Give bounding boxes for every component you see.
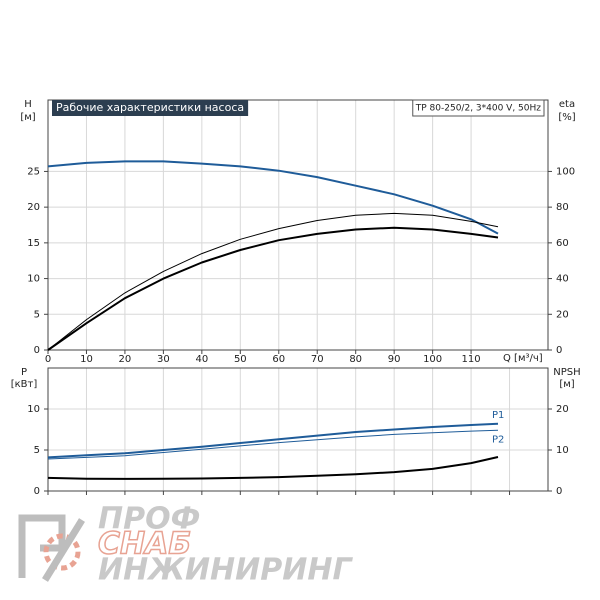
y2-label: NPSH	[553, 367, 580, 378]
y-tick-label: 0	[34, 345, 40, 356]
y2-tick-label: 10	[556, 445, 569, 456]
y-unit: [м]	[20, 112, 35, 123]
y2-tick-label: 100	[556, 166, 575, 177]
series-line	[47, 212, 499, 351]
y2-tick-label: 80	[556, 202, 569, 213]
x-tick-label: 10	[80, 354, 93, 365]
plot-frame	[47, 367, 549, 492]
chart-subtitle: TP 80-250/2, 3*400 V, 50Hz	[415, 104, 542, 114]
y-label: P	[21, 367, 27, 378]
y2-label: eta	[559, 99, 575, 110]
x-tick-label: 40	[195, 354, 208, 365]
x-tick-label: 50	[234, 354, 247, 365]
logo-gear	[43, 533, 81, 571]
y-unit: [кВт]	[11, 379, 38, 390]
y2-tick-label: 20	[556, 404, 569, 415]
title-box	[52, 100, 249, 116]
x-tick-label: 20	[119, 354, 132, 365]
watermark-text: ПРОФ	[98, 502, 200, 537]
y2-tick-label: 20	[556, 309, 569, 320]
series-line	[47, 429, 499, 460]
series-label: P1	[492, 410, 504, 421]
plot-frame	[47, 99, 549, 351]
y-tick-label: 0	[34, 486, 40, 497]
y2-unit: [%]	[558, 112, 575, 123]
y-tick-label: 5	[34, 309, 40, 320]
series-line	[47, 456, 499, 480]
watermark-text: СНАБ	[98, 527, 191, 562]
y2-tick-label: 0	[556, 486, 562, 497]
x-tick-label: 70	[311, 354, 324, 365]
chart-title: Рабочие характеристики насоса	[56, 101, 244, 114]
series-line	[47, 160, 499, 235]
x-tick-label: 80	[349, 354, 362, 365]
series-line	[47, 226, 499, 351]
x-tick-label: 60	[272, 354, 285, 365]
series-label: P2	[492, 434, 504, 445]
y2-tick-label: 60	[556, 238, 569, 249]
logo-shape	[42, 518, 85, 582]
y-tick-label: 10	[27, 404, 40, 415]
x-tick-label: 110	[462, 354, 481, 365]
x-tick-label: 0	[45, 354, 51, 365]
x-tick-label: 90	[388, 354, 401, 365]
logo	[18, 514, 85, 582]
y-tick-label: 5	[34, 445, 40, 456]
y-tick-label: 15	[27, 238, 40, 249]
y-tick-label: 10	[27, 274, 40, 285]
series-line	[47, 422, 499, 459]
y-tick-label: 25	[27, 166, 40, 177]
y-tick-label: 20	[27, 202, 40, 213]
y2-tick-label: 40	[556, 274, 569, 285]
x-tick-label: 30	[157, 354, 170, 365]
x-tick-label: 100	[423, 354, 442, 365]
y2-unit: [м]	[559, 379, 574, 390]
x-label: Q [м³/ч]	[503, 353, 543, 364]
y2-tick-label: 0	[556, 345, 562, 356]
y-label: H	[24, 99, 32, 110]
watermark-text: ИНЖИНИРИНГ	[98, 553, 353, 588]
subtitle-box	[412, 99, 545, 117]
logo-shape	[18, 514, 66, 578]
